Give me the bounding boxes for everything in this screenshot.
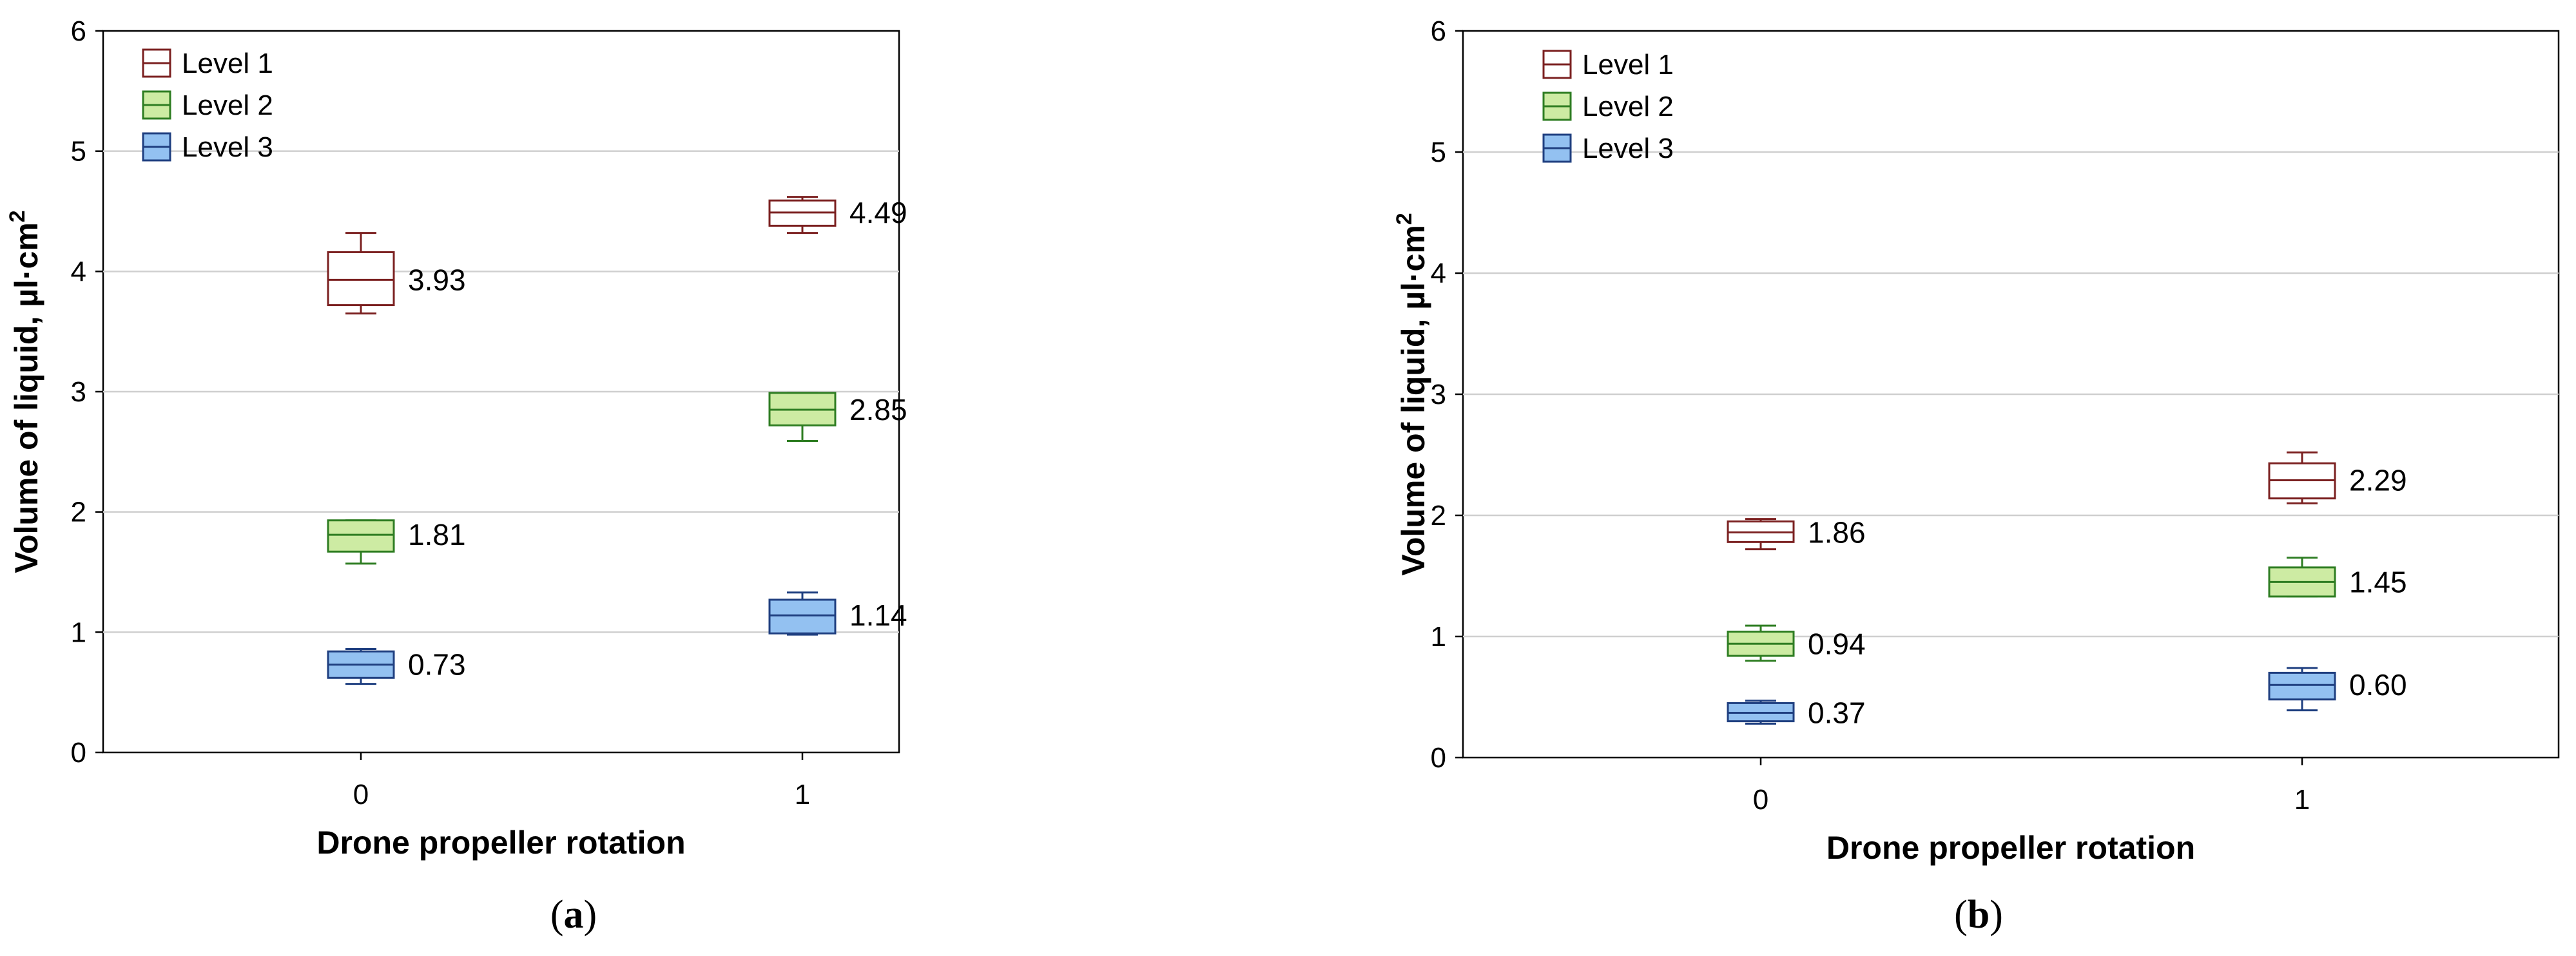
x-axis-title: Drone propeller rotation <box>1826 830 2195 866</box>
panel-label-open: ( <box>1954 893 1968 937</box>
legend-item: Level 2 <box>142 90 273 121</box>
legend-label: Level 2 <box>182 90 273 121</box>
box-level-2-cat-1: 1.45 <box>2268 557 2407 598</box>
box-iqr <box>327 251 395 307</box>
data-label: 1.45 <box>2349 565 2407 598</box>
legend-item: Level 2 <box>1542 91 1674 122</box>
x-tick-label: 1 <box>795 779 810 810</box>
legend-item: Level 1 <box>1542 49 1674 81</box>
data-label: 0.37 <box>1808 696 1866 729</box>
panel-label-close: ) <box>584 893 597 937</box>
panel-label-letter: a <box>564 893 584 937</box>
legend-label: Level 1 <box>1582 49 1674 81</box>
y-axis-title-superscript: 2 <box>5 210 30 222</box>
y-tick-label: 2 <box>71 497 86 528</box>
data-label: 0.73 <box>408 648 466 682</box>
y-axis-title-superscript: 2 <box>1392 213 1417 225</box>
y-tick-label: 5 <box>1431 137 1446 168</box>
box-level-3-cat-0: 0.37 <box>1727 696 1866 729</box>
y-axis-title: Volume of liquid, µl·cm2 <box>1392 213 1431 575</box>
legend-label: Level 2 <box>1582 91 1674 122</box>
x-tick-label: 0 <box>353 779 369 810</box>
y-tick-label: 4 <box>1431 258 1446 289</box>
panel-label-close: ) <box>1990 893 2003 937</box>
box-level-2-cat-0: 1.81 <box>327 518 466 565</box>
panel-label-open: ( <box>550 893 564 937</box>
box-level-1-cat-0: 3.93 <box>327 232 466 315</box>
box-level-2-cat-1: 2.85 <box>768 392 907 443</box>
legend-item: Level 1 <box>142 48 273 79</box>
data-label: 4.49 <box>849 196 907 229</box>
box-level-1-cat-0: 1.86 <box>1727 515 1866 551</box>
box-iqr <box>327 519 395 553</box>
box-level-2-cat-0: 0.94 <box>1727 624 1866 662</box>
y-tick-label: 5 <box>71 136 86 167</box>
data-label: 2.29 <box>2349 463 2407 497</box>
data-label: 1.86 <box>1808 515 1866 549</box>
chart-panel-a: 0 1 2 3 4 5 6 0 1 Drone propeller rotation Volume … <box>5 15 907 937</box>
x-axis-title: Drone propeller rotation <box>316 825 685 861</box>
box-level-1-cat-1: 2.29 <box>2268 451 2407 504</box>
y-tick-label: 6 <box>71 15 86 47</box>
data-label: 0.94 <box>1808 627 1866 660</box>
panel-label: (a) <box>550 893 597 937</box>
y-tick-label: 2 <box>1431 500 1446 531</box>
y-axis-title-text: Volume of liquid, µl·cm <box>8 222 44 573</box>
panel-label-letter: b <box>1968 893 1990 937</box>
data-label: 1.14 <box>849 598 907 632</box>
y-tick-label: 0 <box>71 737 86 769</box>
box-level-3-cat-1: 0.60 <box>2268 667 2407 712</box>
y-axis-title-text: Volume of liquid, µl·cm <box>1395 225 1431 576</box>
box-level-3-cat-0: 0.73 <box>327 648 466 685</box>
box-level-3-cat-1: 1.14 <box>768 591 907 636</box>
y-tick-label: 1 <box>1431 621 1446 653</box>
x-tick-label: 1 <box>2294 784 2310 816</box>
legend-label: Level 3 <box>1582 133 1674 164</box>
y-tick-label: 4 <box>71 256 86 287</box>
y-tick-label: 1 <box>71 617 86 648</box>
legend-label: Level 3 <box>182 131 273 163</box>
y-tick-label: 3 <box>71 376 86 408</box>
y-tick-label: 0 <box>1431 742 1446 774</box>
y-tick-label: 3 <box>1431 379 1446 410</box>
box-level-1-cat-1: 4.49 <box>768 196 907 234</box>
legend-item: Level 3 <box>142 131 273 163</box>
y-axis-title: Volume of liquid, µl·cm2 <box>5 210 44 573</box>
panel-label: (b) <box>1954 893 2003 937</box>
y-tick-label: 6 <box>1431 15 1446 47</box>
box-iqr <box>2268 671 2336 701</box>
chart-panel-b: 0 1 2 3 4 5 6 0 1 Drone propeller rotation Volume … <box>1392 15 2560 937</box>
data-label: 0.60 <box>2349 668 2407 702</box>
data-label: 1.81 <box>408 518 466 551</box>
box-iqr <box>768 598 837 635</box>
legend-label: Level 1 <box>182 48 273 79</box>
data-label: 2.85 <box>849 393 907 426</box>
legend-item: Level 3 <box>1542 133 1674 164</box>
x-tick-label: 0 <box>1753 784 1768 816</box>
data-label: 3.93 <box>408 263 466 296</box>
